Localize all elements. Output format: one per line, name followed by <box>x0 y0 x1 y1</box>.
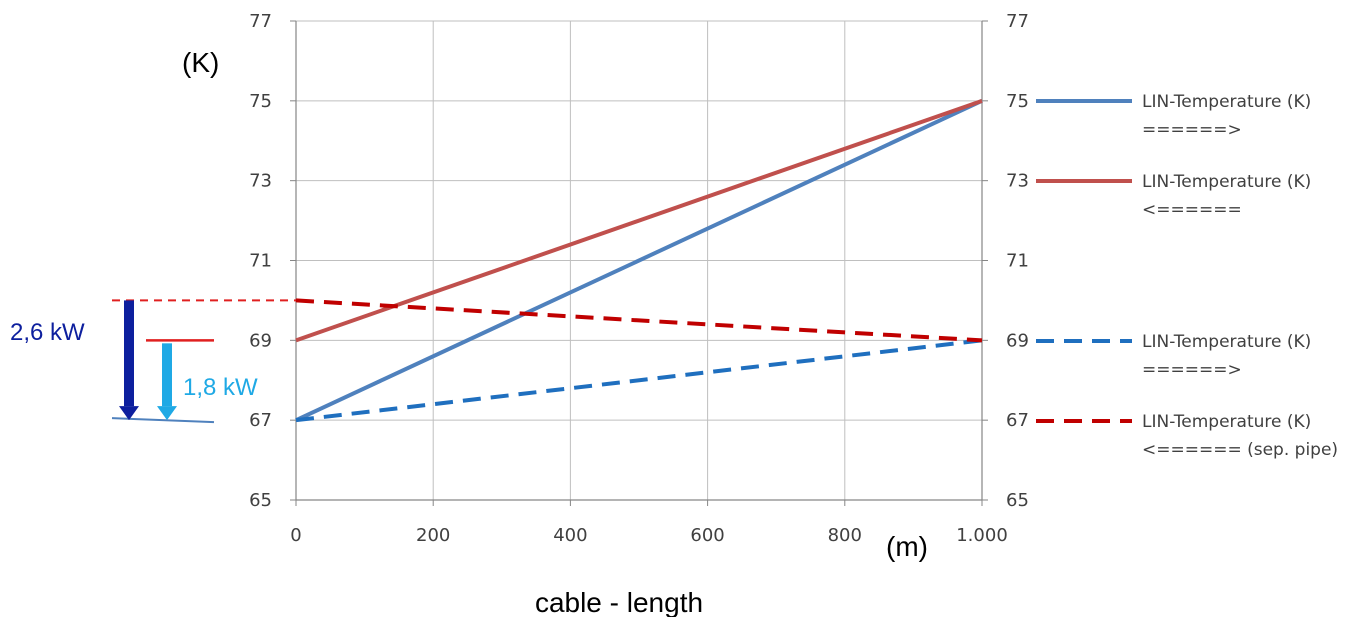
x-tick-label: 1.000 <box>956 525 1008 546</box>
y-tick-label-right: 77 <box>1006 11 1029 32</box>
y-tick-label-right: 71 <box>1006 251 1029 272</box>
arrow-dark-head <box>119 406 139 421</box>
legend-sublabel-2: <====== <box>1142 200 1242 220</box>
y-tick-label: 71 <box>249 251 272 272</box>
x-tick-label: 200 <box>416 525 450 546</box>
x-tick-label: 800 <box>828 525 862 546</box>
legend: LIN-Temperature (K) ======> LIN-Temperatur… <box>1036 92 1338 460</box>
annotation-light-label: 1,8 kW <box>183 374 258 401</box>
series-line-2 <box>295 98 983 343</box>
x-tick-label: 0 <box>290 525 301 546</box>
y-tick-label: 65 <box>249 490 272 511</box>
x-unit-label: (m) <box>886 531 928 562</box>
legend-sublabel-1: ======> <box>1142 120 1242 140</box>
legend-label-3: LIN-Temperature (K) <box>1142 332 1311 352</box>
x-tick-label: 600 <box>690 525 724 546</box>
legend-sublabel-4: <====== (sep. pipe) <box>1142 440 1338 460</box>
y-tick-label-right: 67 <box>1006 410 1029 431</box>
power-annotations: 2,6 kW 1,8 kW <box>10 299 296 424</box>
arrow-dark-shaft <box>124 300 134 407</box>
axes <box>290 20 988 506</box>
y-tick-label: 75 <box>249 91 272 112</box>
y-tick-label-right: 65 <box>1006 490 1029 511</box>
series-lines <box>295 98 983 423</box>
arrow-light-head <box>157 406 177 421</box>
y-unit-label: (K) <box>182 47 219 78</box>
series-line-4 <box>295 298 983 343</box>
y-tick-label-right: 75 <box>1006 91 1029 112</box>
legend-label-1: LIN-Temperature (K) <box>1142 92 1311 112</box>
y-tick-label: 77 <box>249 11 272 32</box>
series-line-3 <box>295 338 983 423</box>
y-tick-label: 67 <box>249 410 272 431</box>
x-axis-title: cable - length <box>535 587 703 617</box>
y-tick-label: 73 <box>249 171 272 192</box>
annotation-dark-label: 2,6 kW <box>10 319 85 346</box>
series-line-1 <box>295 99 983 422</box>
tick-labels: 65 65 67 67 69 69 71 71 73 73 75 75 77 77 0 200 400 600 80… <box>249 11 1029 546</box>
legend-sublabel-3: ======> <box>1142 360 1242 380</box>
arrow-light-shaft <box>162 343 172 407</box>
reference-line-67k <box>111 417 215 424</box>
x-tick-label: 400 <box>553 525 587 546</box>
legend-label-2: LIN-Temperature (K) <box>1142 172 1311 192</box>
y-tick-label: 69 <box>249 330 272 351</box>
gridlines <box>296 20 982 501</box>
legend-label-4: LIN-Temperature (K) <box>1142 412 1311 432</box>
y-tick-label-right: 69 <box>1006 330 1029 351</box>
y-tick-label-right: 73 <box>1006 171 1029 192</box>
